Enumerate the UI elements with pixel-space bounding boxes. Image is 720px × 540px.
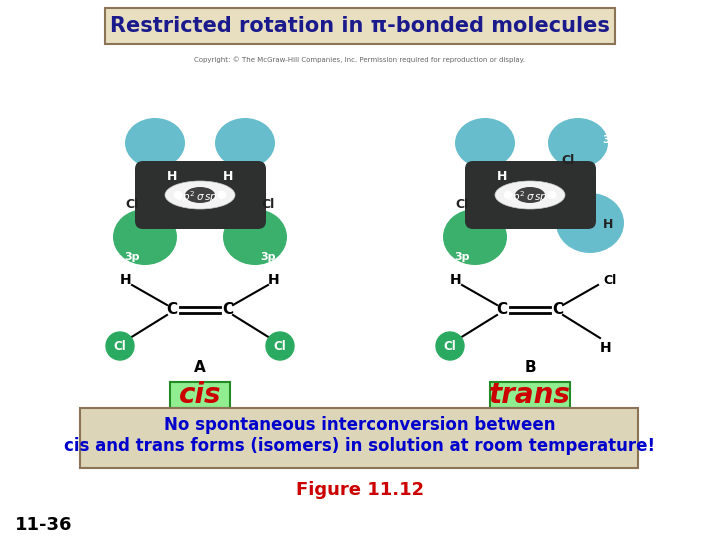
FancyBboxPatch shape	[80, 408, 638, 468]
Text: C: C	[552, 302, 564, 318]
Ellipse shape	[113, 209, 177, 265]
Text: cis and trans forms (isomers) in solution at room temperature!: cis and trans forms (isomers) in solutio…	[64, 437, 656, 455]
Text: H: H	[268, 273, 280, 287]
Text: Cl: Cl	[603, 273, 616, 287]
Text: H: H	[600, 341, 612, 355]
Text: 3p: 3p	[125, 252, 140, 262]
FancyBboxPatch shape	[170, 382, 230, 408]
Ellipse shape	[125, 118, 185, 168]
Ellipse shape	[215, 118, 275, 168]
Text: 3p: 3p	[602, 135, 618, 145]
Text: Cl: Cl	[261, 199, 274, 212]
Text: Cl: Cl	[444, 340, 456, 353]
Ellipse shape	[165, 181, 235, 209]
Ellipse shape	[548, 118, 608, 168]
Ellipse shape	[556, 193, 624, 253]
Text: cis: cis	[179, 381, 221, 409]
Text: Cl: Cl	[562, 153, 575, 166]
Text: B: B	[524, 361, 536, 375]
Text: 11-36: 11-36	[15, 516, 73, 534]
Circle shape	[266, 332, 294, 360]
Text: $\pi$: $\pi$	[194, 113, 205, 127]
FancyBboxPatch shape	[135, 161, 266, 229]
Text: H: H	[497, 171, 507, 184]
Ellipse shape	[515, 187, 545, 203]
FancyBboxPatch shape	[465, 161, 596, 229]
Text: H: H	[222, 171, 233, 184]
Circle shape	[436, 332, 464, 360]
Text: Figure 11.12: Figure 11.12	[296, 481, 424, 499]
Ellipse shape	[185, 187, 215, 203]
Text: A: A	[194, 361, 206, 375]
FancyBboxPatch shape	[490, 382, 570, 408]
Ellipse shape	[223, 209, 287, 265]
Text: $\pi$: $\pi$	[525, 113, 535, 127]
FancyBboxPatch shape	[105, 8, 615, 44]
Ellipse shape	[443, 209, 507, 265]
Text: $sp^2\,\sigma\,sp^2$: $sp^2\,\sigma\,sp^2$	[507, 189, 553, 205]
Text: Copyright: © The McGraw-Hill Companies, Inc. Permission required for reproductio: Copyright: © The McGraw-Hill Companies, …	[194, 57, 526, 63]
Text: H: H	[167, 171, 177, 184]
Text: Restricted rotation in π-bonded molecules: Restricted rotation in π-bonded molecule…	[110, 16, 610, 36]
Circle shape	[106, 332, 134, 360]
Text: C: C	[166, 302, 178, 318]
Ellipse shape	[455, 118, 515, 168]
Text: Cl: Cl	[455, 199, 469, 212]
Circle shape	[549, 192, 556, 199]
Circle shape	[218, 192, 225, 199]
Text: H: H	[450, 273, 462, 287]
Text: C: C	[496, 302, 508, 318]
Text: No spontaneous interconversion between: No spontaneous interconversion between	[164, 416, 556, 434]
Circle shape	[174, 192, 181, 199]
Text: $sp^2\,\sigma\,sp^2$: $sp^2\,\sigma\,sp^2$	[177, 189, 222, 205]
Text: C: C	[222, 302, 233, 318]
Ellipse shape	[495, 181, 565, 209]
Text: Cl: Cl	[125, 199, 139, 212]
Text: 3p: 3p	[260, 252, 276, 262]
Text: H: H	[120, 273, 132, 287]
Text: trans: trans	[489, 381, 571, 409]
Text: 3p: 3p	[454, 252, 469, 262]
Circle shape	[505, 192, 511, 199]
Text: Cl: Cl	[114, 340, 127, 353]
Text: Cl: Cl	[274, 340, 287, 353]
Text: H: H	[603, 219, 613, 232]
